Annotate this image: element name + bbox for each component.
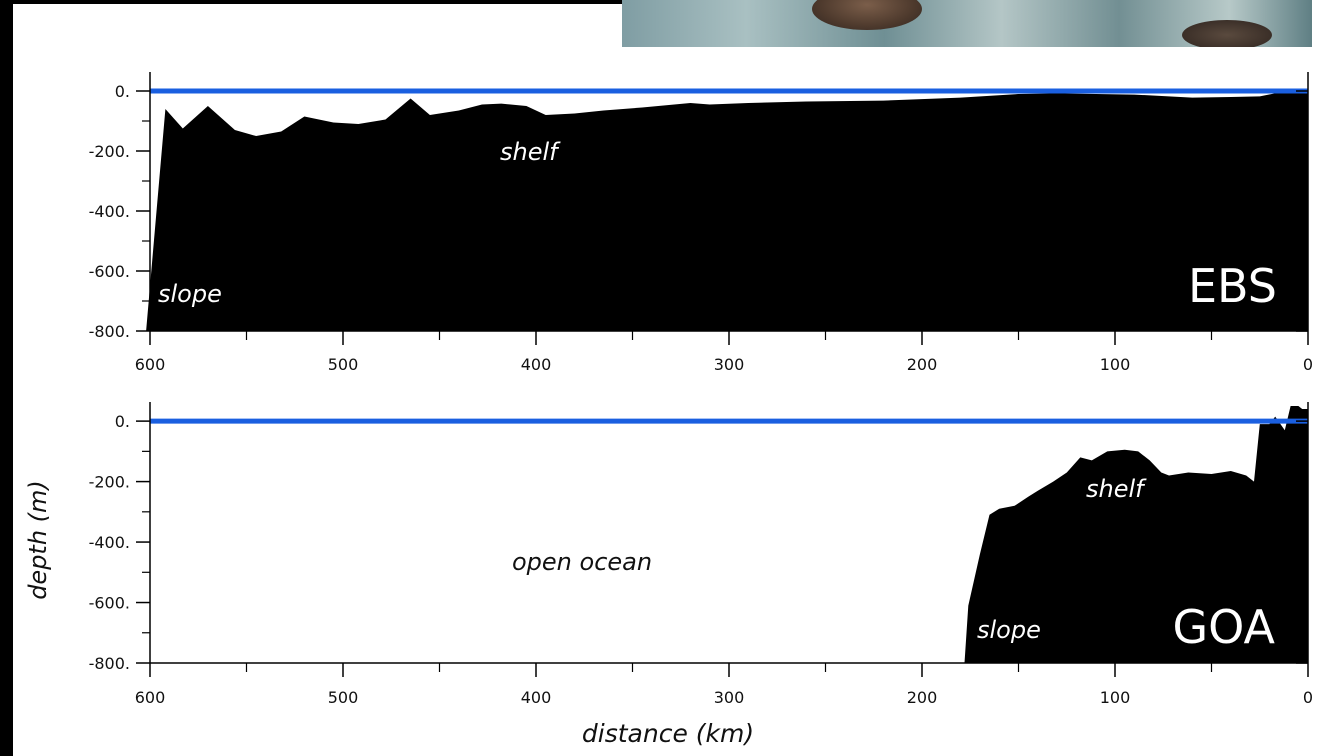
x-tick-label: 200 (907, 355, 938, 374)
x-axis-title: distance (km) (582, 719, 754, 748)
chart-panels: 0. -200. -400. -600. -800. 600 500 400 300 200 100… (89, 72, 1313, 707)
panel-label: GOA (1172, 600, 1275, 654)
x-tick-label: 0 (1303, 355, 1313, 374)
annotation-open-ocean: open ocean (512, 548, 652, 576)
y-axis-title: depth (m) (24, 480, 52, 600)
y-tick-label: -400. (89, 533, 130, 552)
annotation-shelf: shelf (500, 138, 561, 166)
y-tick-label: -800. (89, 654, 130, 673)
x-tick-label: 500 (328, 688, 359, 707)
y-tick-label: -400. (89, 202, 130, 221)
y-tick-label: -800. (89, 322, 130, 341)
y-tick-label: -600. (89, 594, 130, 613)
seafloor-photo (622, 0, 1312, 47)
top-frame-border (0, 0, 630, 4)
y-tick-label: 0. (115, 412, 130, 431)
x-tick-label: 400 (521, 355, 552, 374)
x-tick-label: 400 (521, 688, 552, 707)
annotation-shelf: shelf (1086, 475, 1147, 503)
y-tick-label: -200. (89, 473, 130, 492)
x-tick-label: 600 (135, 355, 166, 374)
photo-rock-shadow (1182, 20, 1272, 47)
x-tick-label: 300 (714, 688, 745, 707)
x-tick-label: 600 (135, 688, 166, 707)
x-tick-label: 100 (1100, 688, 1131, 707)
x-tick-label: 200 (907, 688, 938, 707)
x-tick-label: 500 (328, 355, 359, 374)
x-tick-label: 0 (1303, 688, 1313, 707)
y-tick-label: -600. (89, 262, 130, 281)
x-tick-label: 100 (1100, 355, 1131, 374)
x-tick-label: 300 (714, 355, 745, 374)
panel-goa: 0. -200. -400. -600. -800. 600 500 400 300 200 100… (89, 402, 1313, 707)
y-tick-label: -200. (89, 142, 130, 161)
panel-label: EBS (1188, 259, 1277, 313)
panel-ebs: 0. -200. -400. -600. -800. 600 500 400 300 200 100… (89, 72, 1313, 374)
annotation-slope: slope (977, 616, 1041, 644)
left-frame-border (0, 0, 13, 756)
y-tick-label: 0. (115, 82, 130, 101)
bathymetry-area (964, 406, 1308, 663)
bathymetry-area (146, 91, 1309, 331)
annotation-gully: gully (1175, 444, 1234, 472)
annotation-slope: slope (158, 280, 222, 308)
